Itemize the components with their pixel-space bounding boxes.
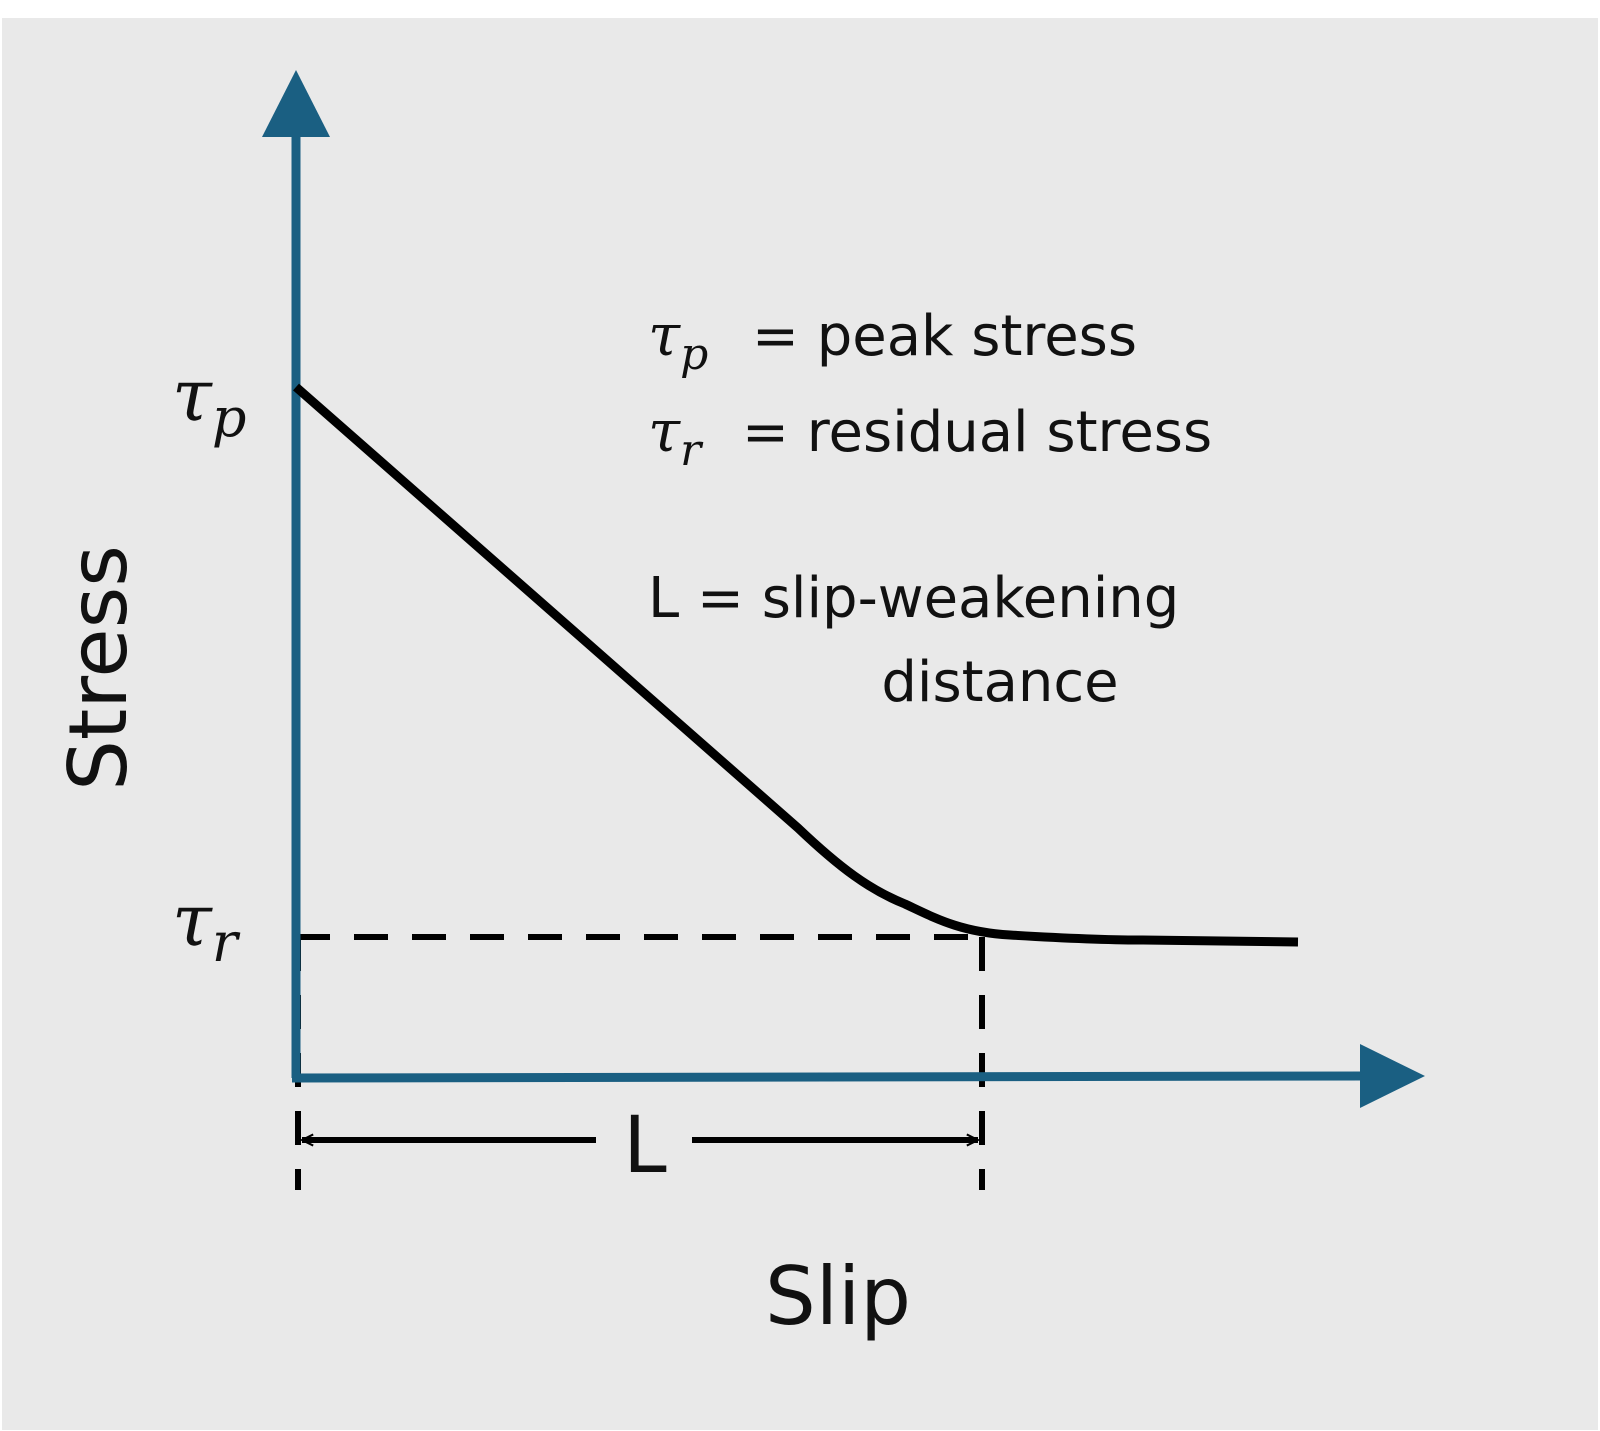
- diagram-background: [2, 18, 1598, 1430]
- legend-distance-line2: distance: [881, 650, 1118, 715]
- legend-residual-subscript: r: [680, 425, 704, 476]
- y-axis-label: Stress: [52, 545, 145, 791]
- legend-distance-line1: L = slip-weakening: [648, 566, 1179, 631]
- peak-stress-tick-label: τp: [172, 353, 246, 449]
- x-axis-arrowhead: [1360, 1044, 1425, 1108]
- y-axis-arrowhead: [262, 70, 330, 137]
- axes: [262, 70, 1425, 1108]
- x-axis: [291, 1071, 1366, 1083]
- stress-slip-curve: [293, 383, 1299, 947]
- residual-stress-tick-label: τr: [172, 878, 241, 974]
- legend-residual-text: = residual stress: [742, 400, 1212, 465]
- residual-stress-tick-subscript: r: [212, 911, 241, 974]
- residual-stress-tick-symbol: τ: [172, 878, 213, 962]
- legend-peak-tau: τ: [648, 301, 681, 369]
- legend: τp = peak stress τr = residual stress L …: [648, 301, 1212, 715]
- slip-weakening-dimension: L: [302, 1101, 978, 1191]
- legend-peak-symbol: τp: [648, 301, 708, 380]
- peak-stress-tick-symbol: τ: [172, 353, 213, 437]
- legend-peak-subscript: p: [680, 329, 708, 380]
- dimension-label: L: [623, 1101, 667, 1191]
- peak-stress-tick-subscript: p: [212, 386, 247, 449]
- x-axis-label: Slip: [765, 1250, 911, 1343]
- legend-peak-text: = peak stress: [752, 304, 1137, 369]
- legend-residual-symbol: τr: [648, 397, 704, 476]
- legend-residual-tau: τ: [648, 397, 681, 465]
